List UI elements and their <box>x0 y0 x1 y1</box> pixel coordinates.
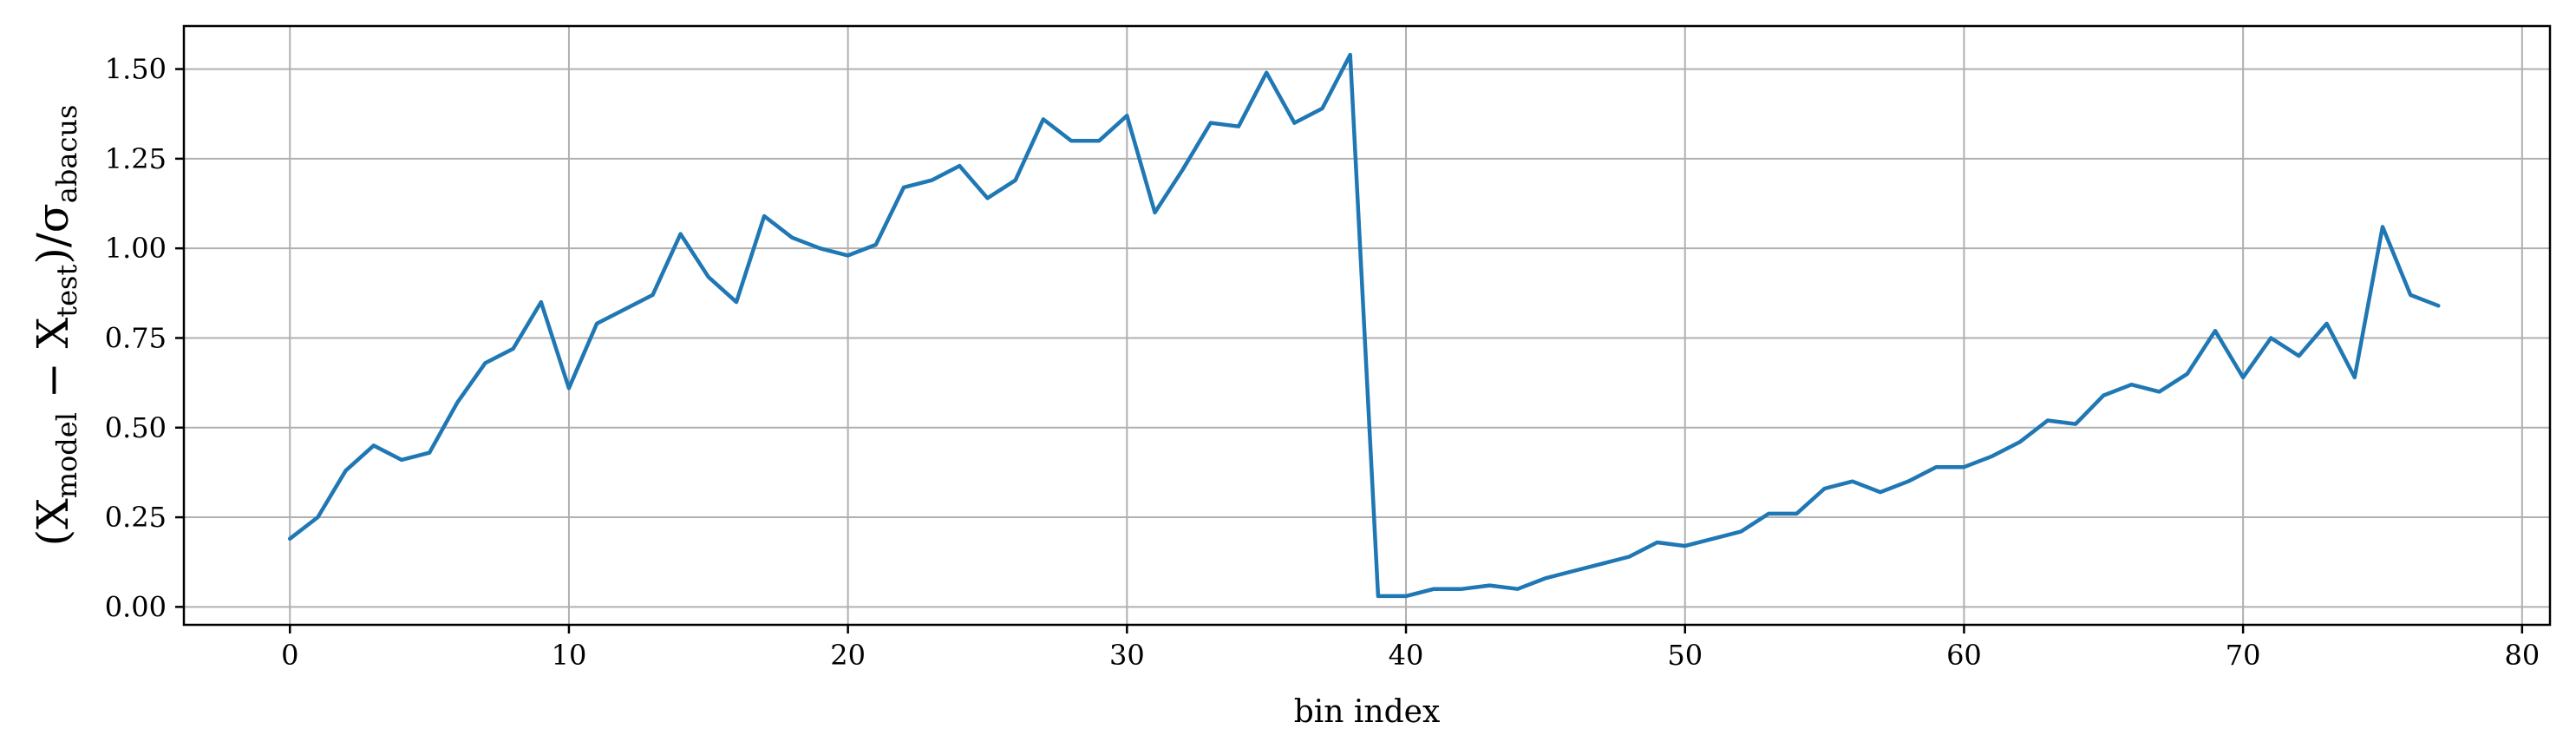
y-label-sub-model: model <box>50 412 83 498</box>
plot-frame <box>182 24 2552 627</box>
y-tick-label: 0.00 <box>105 590 167 623</box>
x-tick-label: 40 <box>1389 639 1424 672</box>
x-tick-label: 30 <box>1109 639 1145 672</box>
y-tick-label: 0.25 <box>105 501 167 534</box>
y-label-close: )/σ <box>28 203 78 264</box>
x-tick-label: 20 <box>830 639 866 672</box>
y-axis-label: (Xmodel − Xtest)/σabacus <box>28 105 83 547</box>
y-tick-label: 1.00 <box>105 232 167 265</box>
y-label-minus: − X <box>28 317 78 412</box>
x-tick-label: 60 <box>1946 639 1982 672</box>
series-line <box>287 52 2441 599</box>
y-tick-label: 1.50 <box>105 53 167 86</box>
x-tick-label: 10 <box>552 639 587 672</box>
x-axis-label: bin index <box>1294 694 1441 730</box>
y-label-sub-test: test <box>50 265 83 318</box>
series-lines <box>287 52 2441 599</box>
y-tick-label: 1.25 <box>105 142 167 175</box>
y-label-sub-abacus: abacus <box>50 105 83 204</box>
axis-ticks: 0 10 20 30 40 50 60 70 80 0.00 0.25 0.50 0.75 1.00 1.2… <box>105 53 2540 672</box>
x-tick-label: 50 <box>1667 639 1703 672</box>
x-tick-label: 70 <box>2226 639 2261 672</box>
y-tick-label: 0.50 <box>105 411 167 444</box>
x-tick-label: 80 <box>2504 639 2540 672</box>
y-label-open: (X <box>28 498 78 547</box>
grid-lines <box>184 26 2550 625</box>
y-tick-label: 0.75 <box>105 321 167 354</box>
x-tick-label: 0 <box>281 639 298 672</box>
